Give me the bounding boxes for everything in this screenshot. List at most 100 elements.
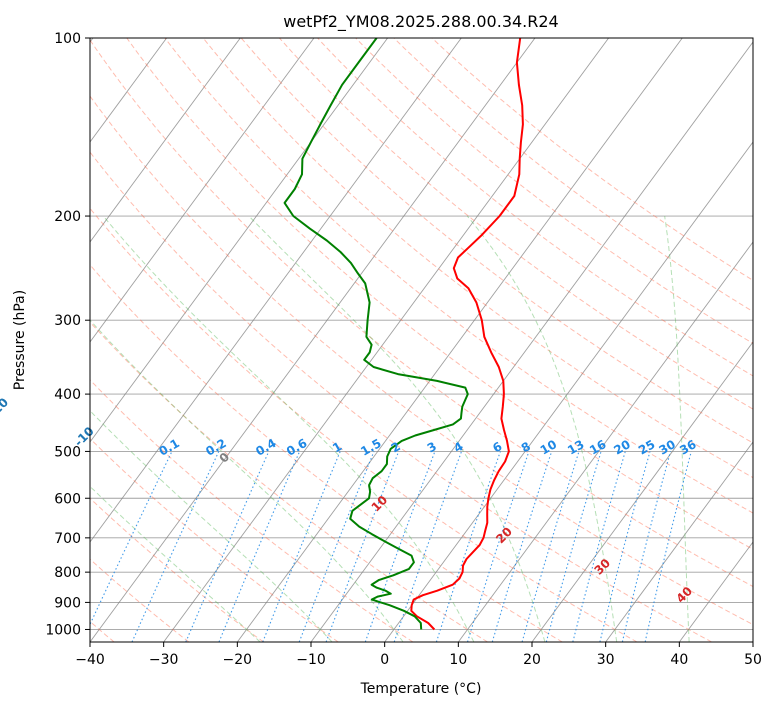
profile-lines [283, 38, 524, 631]
moist-adiabat [248, 215, 546, 642]
mixing-ratio-line [545, 451, 602, 642]
mixing-ratio-label: 16 [587, 437, 608, 457]
mixing-ratio-line [572, 451, 626, 642]
y-tick-label: 300 [54, 313, 81, 329]
isotherm [605, 441, 753, 642]
dry-adiabat [90, 437, 339, 642]
mixing-ratio-line [325, 451, 400, 642]
y-tick-label: 700 [54, 531, 81, 547]
mixing-ratio-line [393, 451, 463, 642]
mixing-ratio-line [644, 451, 692, 642]
isotherm [384, 141, 753, 642]
isotherm [90, 38, 388, 443]
x-axis: −40 −30 −20 −10 0 10 20 30 40 50 [75, 642, 762, 668]
x-tick-label: 40 [670, 652, 688, 668]
mixing-ratio-line [298, 451, 375, 642]
mixing-ratio-line [466, 451, 530, 642]
dry-adiabat [90, 497, 264, 642]
moist-adiabat [90, 485, 261, 642]
mixing-ratio-label: 25 [636, 437, 657, 457]
moist-adiabat [90, 319, 404, 642]
temperature-line [410, 38, 524, 631]
dry-adiabat [90, 95, 753, 626]
mixing-ratio-label: 1 [330, 439, 344, 455]
mixing-ratio-line [521, 451, 580, 642]
dry-adiabat [126, 38, 753, 550]
mixing-ratio-label: 20 [611, 437, 632, 457]
mixing-ratio-line [364, 451, 436, 642]
dry-adiabat [90, 264, 563, 642]
y-tick-label: 200 [54, 209, 81, 225]
y-tick-label: 100 [54, 31, 81, 47]
y-axis-label: Pressure (hPa) [12, 290, 28, 390]
x-tick-label: −20 [223, 652, 253, 668]
mixing-ratio-line [185, 451, 270, 642]
y-axis: 100 200 300 400 500 600 700 800 900 1000 [45, 31, 90, 638]
x-tick-label: 30 [597, 652, 615, 668]
dewpoint-line [283, 38, 469, 630]
mixing-ratio-line [218, 451, 301, 642]
isotherm [752, 641, 753, 642]
isotherm [457, 241, 753, 642]
background-lines [90, 38, 753, 642]
mixing-ratio-line [435, 451, 501, 642]
mixing-ratio-line [262, 451, 341, 642]
x-tick-label: −40 [75, 652, 105, 668]
isotherm [90, 38, 167, 143]
mixing-ratio-label: 0.4 [253, 436, 278, 459]
isotherm [236, 38, 683, 642]
mixing-ratio-label: 3 [425, 439, 439, 455]
mixing-ratio-label: 1.5 [358, 436, 383, 459]
moist-adiabat [102, 215, 475, 642]
dry-adiabat [164, 38, 753, 514]
mixing-ratio-label: 30 [657, 437, 678, 457]
chart-title: wetPf2_YM08.2025.288.00.34.R24 [283, 12, 558, 32]
moist-adiabat [466, 215, 618, 642]
mixing-ratio-line [491, 451, 553, 642]
mixing-ratio-label: 8 [519, 439, 533, 455]
dry-adiabat [90, 207, 638, 642]
mixing-ratio-line [131, 451, 220, 642]
mixing-ratio-line [599, 451, 651, 642]
dry-adiabat [279, 38, 753, 410]
dry-adiabat [431, 38, 753, 281]
x-tick-label: 20 [523, 652, 541, 668]
y-tick-label: 900 [54, 595, 81, 611]
isotherm [531, 341, 753, 642]
mixing-ratio-label: 6 [490, 439, 504, 455]
isotherm [90, 38, 536, 642]
dry-adiabat [90, 321, 488, 642]
dry-adiabat [90, 558, 190, 642]
x-tick-label: −30 [149, 652, 179, 668]
x-tick-label: 10 [449, 652, 467, 668]
mixing-ratio-label: 10 [538, 437, 559, 457]
dry-adiabat [317, 38, 753, 377]
moist-adiabat-label: 30 [591, 556, 613, 578]
dry-adiabat [90, 151, 712, 642]
dry-adiabat [90, 379, 414, 642]
mixing-ratio-label: 0.6 [284, 436, 309, 459]
mixing-ratio-line [621, 451, 672, 642]
dry-adiabat [90, 39, 753, 588]
plot-frame [89, 37, 754, 643]
moist-adiabat [90, 409, 333, 642]
y-tick-label: 800 [54, 565, 81, 581]
x-tick-label: −10 [296, 652, 326, 668]
moist-adiabat [664, 215, 690, 642]
moist-adiabat-label: 10 [369, 493, 391, 515]
y-tick-label: 600 [54, 491, 81, 507]
y-tick-label: 500 [54, 444, 81, 460]
isotherm [90, 38, 315, 343]
y-tick-label: 400 [54, 387, 81, 403]
isotherm [90, 38, 241, 243]
isotherm [678, 541, 753, 642]
x-tick-label: 0 [380, 652, 389, 668]
x-axis-label: Temperature (°C) [360, 681, 482, 697]
moist-adiabat-label: 20 [493, 524, 515, 546]
mixing-ratio-label: 0.1 [156, 436, 181, 459]
x-tick-label: 50 [744, 652, 762, 668]
isotherm [163, 38, 609, 642]
dry-adiabat [393, 38, 753, 313]
mixing-ratio-label: 4 [451, 439, 465, 455]
